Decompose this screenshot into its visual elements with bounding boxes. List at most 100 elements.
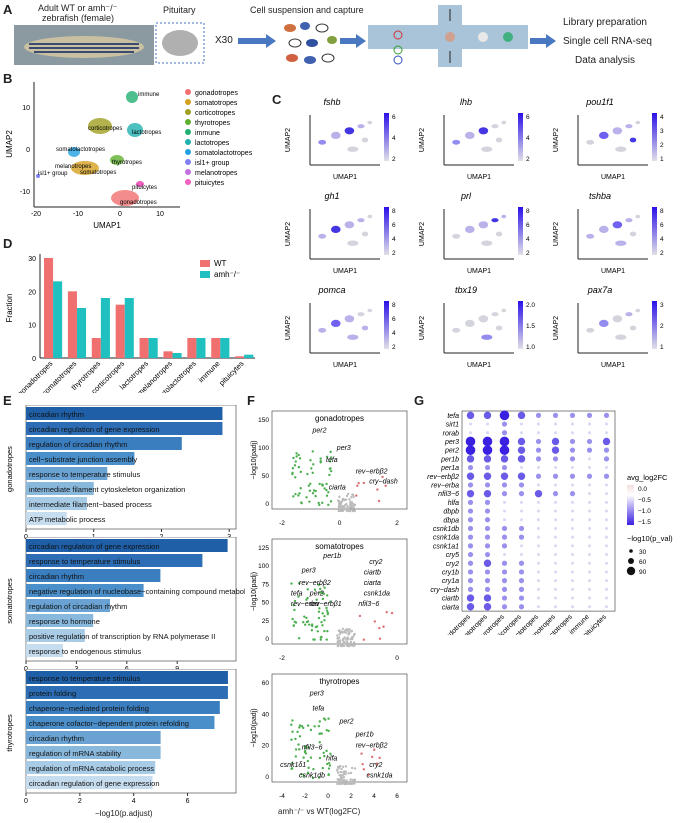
- go-term-label: regulation of mRNA catabolic process: [29, 764, 154, 773]
- y-tick: 0: [265, 774, 269, 781]
- up-gene-point: [370, 755, 374, 759]
- go-term-bar: [26, 482, 94, 495]
- gene-point: [343, 640, 346, 644]
- dot: [501, 464, 508, 471]
- gene-point: [345, 642, 349, 645]
- go-term-bar: [26, 599, 110, 612]
- down-gene-point: [318, 503, 321, 507]
- x-tick: 0: [395, 655, 399, 662]
- down-gene-point: [324, 718, 327, 721]
- dot: [501, 569, 508, 575]
- dot: [588, 596, 591, 600]
- dot: [552, 412, 559, 418]
- cluster-label: corticotropes: [88, 126, 122, 132]
- dot: [537, 570, 540, 574]
- down-gene-point: [327, 717, 330, 720]
- down-gene-point: [321, 484, 324, 487]
- gene-point: [351, 778, 354, 782]
- colorbar-tick: 6: [392, 114, 396, 121]
- legend-swatch: [200, 271, 210, 278]
- gene-label: tefa: [291, 591, 303, 598]
- colorbar: [518, 301, 523, 349]
- down-gene-point: [322, 751, 325, 754]
- dot: [554, 518, 557, 522]
- down-gene-point: [328, 764, 332, 767]
- gene-point: [340, 767, 343, 771]
- dot: [465, 436, 476, 447]
- down-gene-point: [292, 624, 295, 627]
- fish-label-1: Adult WT or amh⁻/⁻: [38, 3, 118, 13]
- go-term-bar: [26, 584, 144, 597]
- bar-amh-somatolactotropes: [196, 338, 206, 358]
- dot: [467, 482, 474, 488]
- x-axis-label: UMAP1: [333, 174, 357, 181]
- gene-title: pax7a: [587, 285, 613, 295]
- y-tick: 150: [258, 417, 269, 424]
- gene-point: [339, 777, 343, 781]
- colorbar-tick: 8: [660, 208, 664, 215]
- dot: [482, 445, 493, 455]
- gene-title: pomca: [317, 285, 345, 295]
- cell-suspension-icon: [284, 22, 337, 64]
- down-gene-point: [302, 621, 305, 624]
- cell-cluster: [452, 139, 461, 145]
- go-bar-chart-gonadotropes: circadian rhythm circadian regulation of …: [5, 405, 237, 540]
- down-gene-point: [294, 492, 297, 496]
- colorbar-tick: 2: [526, 250, 530, 257]
- dot: [605, 526, 608, 530]
- dot: [537, 518, 540, 522]
- gene-label: nfil3−6: [438, 491, 459, 498]
- bar-amh-gonadotropes: [53, 281, 63, 358]
- down-gene-point: [325, 606, 328, 610]
- cell-cluster: [629, 137, 637, 143]
- down-gene-point: [303, 745, 307, 748]
- dot: [554, 561, 557, 565]
- gene-title: tshba: [589, 191, 611, 201]
- gene-point: [336, 771, 340, 774]
- gene-label: per3: [309, 691, 324, 698]
- go-term-bar: [26, 437, 182, 450]
- colorbar-tick: 2: [392, 250, 396, 257]
- feature-plot-tshba: tshba UMAP1 UMAP2 8 6 4 2: [553, 191, 664, 275]
- dot: [467, 569, 474, 575]
- gene-title: prl: [460, 191, 472, 201]
- y-tick: 60: [262, 680, 270, 687]
- dot: [484, 534, 491, 540]
- dot: [571, 596, 574, 600]
- gene-point: [337, 500, 341, 503]
- colorbar-tick: 2: [526, 156, 530, 163]
- x-tick: 2: [395, 520, 399, 527]
- down-gene-point: [316, 630, 319, 633]
- cell-cluster: [347, 240, 359, 246]
- dot: [537, 500, 540, 504]
- dot: [605, 605, 608, 609]
- x-tick: 4: [132, 798, 136, 804]
- down-gene-point: [300, 772, 303, 776]
- gene-label: nfil3−6: [358, 601, 379, 608]
- gene-point: [342, 775, 346, 779]
- cell-cluster: [586, 233, 595, 239]
- gene-label: rorab: [443, 430, 459, 437]
- dot: [571, 526, 574, 530]
- down-gene-point: [323, 754, 326, 758]
- y-tick: 75: [262, 581, 270, 588]
- gene-label: ciartb: [364, 570, 381, 577]
- feature-plot-pomca: pomca UMAP1 UMAP2 8 6 4 2: [285, 285, 396, 369]
- down-gene-point: [321, 766, 324, 770]
- down-gene-point: [313, 725, 316, 728]
- down-gene-point: [329, 500, 333, 503]
- down-gene-point: [318, 756, 322, 760]
- cell-cluster: [357, 312, 365, 317]
- dot: [569, 412, 576, 418]
- colorbar: [652, 207, 657, 255]
- dot: [554, 605, 557, 609]
- cell-cluster: [599, 225, 609, 233]
- dot: [552, 456, 559, 462]
- gene-label: csnk1δ1: [280, 762, 306, 769]
- legend-swatch: [185, 129, 191, 135]
- x-tick: 0: [338, 520, 342, 527]
- gene-point: [345, 781, 349, 784]
- gene-point: [338, 633, 341, 636]
- gene-point: [350, 630, 353, 633]
- down-gene-point: [292, 603, 295, 607]
